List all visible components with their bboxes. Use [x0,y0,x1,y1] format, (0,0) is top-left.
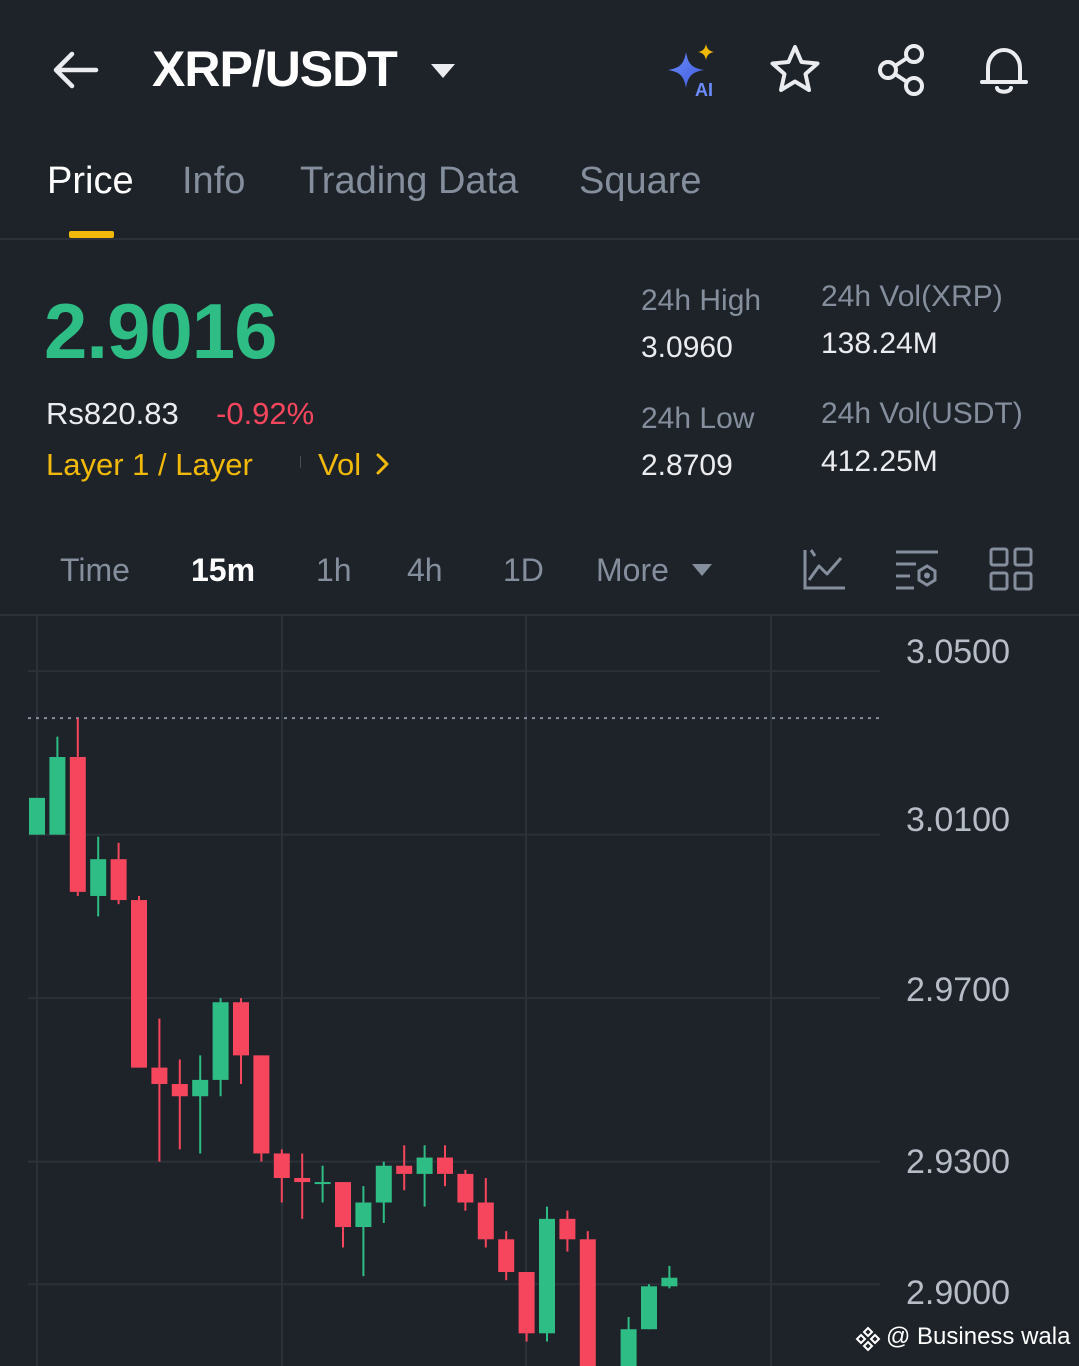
watermark: @ Business wala [886,1323,1071,1350]
chevron-right-icon[interactable] [375,452,391,476]
timeframe-more[interactable]: More [596,552,669,588]
tabs-divider [0,238,1079,240]
vol-quote-label: 24h Vol(USDT) [821,397,1023,430]
candle-body [253,1055,270,1154]
candle-body [416,1157,433,1174]
tab-price[interactable]: Price [47,160,134,202]
vol-base-value: 138.24M [821,327,938,360]
timeframe-4h[interactable]: 4h [407,552,443,588]
y-tick-label: 2.9000 [906,1274,1010,1312]
fiat-price: Rs820.83 [46,396,179,431]
candle-body [477,1202,494,1240]
candle-body [233,1002,249,1056]
timeframe-15m[interactable]: 15m [191,552,256,588]
sector-tag[interactable]: Layer 1 / Layer [46,447,253,482]
share-icon[interactable] [872,42,928,98]
candle-body [579,1239,596,1366]
candle-body [192,1079,209,1097]
candle-body [212,1002,229,1080]
price-change-percent: -0.92% [216,396,315,431]
candle-body [559,1218,576,1240]
candle-body [457,1173,474,1203]
bell-icon[interactable] [976,42,1032,98]
y-tick-label: 3.0500 [906,633,1010,671]
y-tick-label: 2.9300 [906,1143,1010,1181]
candle-body [498,1239,515,1272]
chevron-down-icon[interactable] [430,62,456,80]
candle-body [90,859,107,896]
candle-body [355,1202,372,1228]
candle-body [171,1083,188,1097]
chart-line-icon[interactable] [801,546,847,592]
chevron-down-icon[interactable] [691,563,713,577]
candle-body [151,1067,168,1084]
candle-body [49,757,66,835]
tab-info[interactable]: Info [182,160,246,202]
star-icon[interactable] [767,42,823,98]
candle-body [661,1277,678,1287]
high-value: 3.0960 [641,331,733,364]
candle-body [294,1177,311,1183]
timeframe-1d[interactable]: 1D [503,552,544,588]
candle-body [29,797,45,835]
trading-pair-title[interactable]: XRP/USDT [152,41,398,97]
timeframe-1h[interactable]: 1h [316,552,352,588]
y-tick-label: 2.9700 [906,971,1010,1009]
tab-square[interactable]: Square [579,160,702,202]
toolbar-divider [0,614,1079,616]
candle-body [375,1165,392,1203]
last-price: 2.9016 [44,287,278,375]
candle-body [437,1157,453,1174]
candlestick-chart[interactable] [0,616,1079,1366]
candle-body [620,1329,637,1366]
vol-tag[interactable]: Vol [318,447,362,482]
svg-text:AI: AI [695,80,713,98]
candle-body [110,859,127,901]
vol-base-label: 24h Vol(XRP) [821,280,1003,313]
candle-body [396,1165,413,1174]
grid-layout-icon[interactable] [988,546,1034,592]
low-value: 2.8709 [641,449,733,482]
binance-logo-icon [855,1326,881,1352]
candle-body [335,1182,351,1228]
high-label: 24h High [641,284,762,317]
tag-separator [300,456,301,468]
candle-body [539,1218,555,1334]
y-tick-label: 3.0100 [906,801,1010,839]
arrow-left-icon[interactable] [50,48,100,92]
vol-quote-value: 412.25M [821,445,938,478]
timeframe-time[interactable]: Time [60,552,130,588]
tab-trading-data[interactable]: Trading Data [300,160,519,202]
active-tab-indicator [69,231,114,238]
candle-body [69,757,86,892]
ai-sparkle-icon[interactable]: AI [664,42,720,98]
candle-body [641,1286,657,1330]
candle-body [131,900,147,1068]
candle-body [518,1271,535,1334]
candle-body [273,1153,290,1178]
candle-body [314,1182,331,1185]
indicator-settings-icon[interactable] [894,546,940,592]
low-label: 24h Low [641,402,755,435]
